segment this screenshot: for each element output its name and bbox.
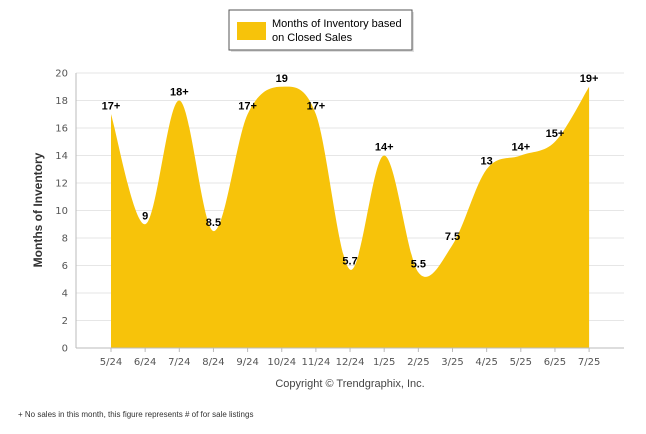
x-tick-label: 11/24 xyxy=(301,357,330,368)
x-tick-label: 6/25 xyxy=(544,357,566,368)
y-tick-label: 14 xyxy=(55,151,68,162)
data-label: 19+ xyxy=(580,73,599,85)
x-tick-label: 8/24 xyxy=(202,357,224,368)
data-label: 14+ xyxy=(375,142,394,154)
y-tick-label: 8 xyxy=(62,234,68,245)
series-area xyxy=(111,86,590,348)
data-label: 19 xyxy=(276,73,288,85)
x-tick-label: 7/24 xyxy=(168,357,190,368)
data-label: 7.5 xyxy=(445,231,460,243)
data-label: 9 xyxy=(142,210,148,222)
plot-area xyxy=(111,86,590,348)
x-tick-label: 10/24 xyxy=(267,357,296,368)
data-label: 13 xyxy=(481,155,493,167)
y-tick-label: 18 xyxy=(55,96,68,107)
y-tick-label: 4 xyxy=(62,289,68,300)
legend-label-line-1: Months of Inventory based xyxy=(272,18,402,30)
data-label: 17+ xyxy=(102,100,121,112)
y-tick-label: 16 xyxy=(55,124,68,135)
legend: Months of Inventory based on Closed Sale… xyxy=(228,9,414,52)
data-label: 5.5 xyxy=(411,258,426,270)
axes: 0 2 4 6 8 10 12 14 16 18 20 5/24 6/24 7/24 8/24 9/24 10/… xyxy=(55,69,624,368)
data-labels: 17+ 9 18+ 8.5 17+ 19 17+ 5.7 14+ 5.5 7.5 13 14+ 15+ 19… xyxy=(102,73,599,273)
y-tick-label: 0 xyxy=(62,344,68,355)
y-tick-label: 20 xyxy=(55,69,68,80)
y-tick-label: 12 xyxy=(55,179,68,190)
legend-swatch xyxy=(237,22,266,40)
x-tick-label: 6/24 xyxy=(134,357,156,368)
x-tick-label: 9/24 xyxy=(236,357,258,368)
legend-label-line-2: on Closed Sales xyxy=(272,32,353,44)
y-axis-title: Months of Inventory xyxy=(31,152,45,267)
data-label: 15+ xyxy=(546,128,565,140)
x-tick-label: 5/24 xyxy=(100,357,122,368)
x-tick-label: 12/24 xyxy=(336,357,365,368)
footnote-text: + No sales in this month, this figure re… xyxy=(18,410,253,419)
data-label: 18+ xyxy=(170,87,189,99)
data-label: 17+ xyxy=(238,100,257,112)
x-tick-label: 5/25 xyxy=(510,357,532,368)
x-tick-label: 4/25 xyxy=(475,357,497,368)
copyright-text: Copyright © Trendgraphix, Inc. xyxy=(275,378,424,390)
x-tick-label: 7/25 xyxy=(578,357,600,368)
x-tick-label: 2/25 xyxy=(407,357,429,368)
data-label: 8.5 xyxy=(206,217,221,229)
x-tick-label: 3/25 xyxy=(441,357,463,368)
data-label: 17+ xyxy=(307,100,326,112)
y-tick-label: 6 xyxy=(62,261,68,272)
y-tick-label: 2 xyxy=(62,316,68,327)
y-tick-label: 10 xyxy=(55,206,68,217)
data-label: 14+ xyxy=(511,142,530,154)
data-label: 5.7 xyxy=(342,256,357,268)
x-tick-label: 1/25 xyxy=(373,357,395,368)
